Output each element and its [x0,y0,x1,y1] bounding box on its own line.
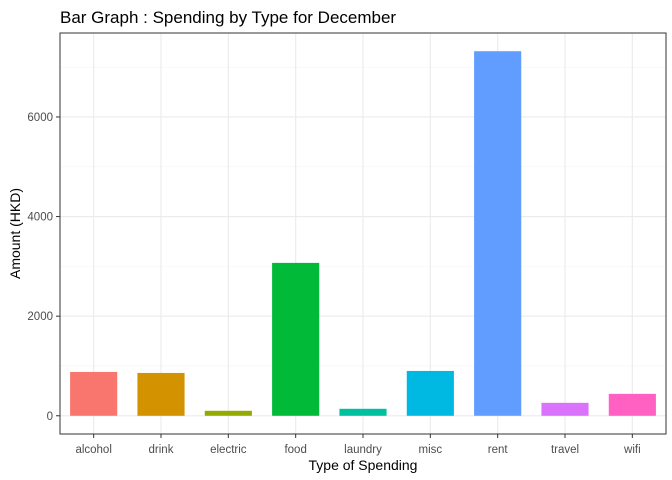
x-axis: alcohol drink electric food laundry misc rent t… [75,434,641,456]
y-axis-title: Amount (HKD) [7,188,23,279]
bar-misc [406,370,454,416]
bar-laundry [339,408,387,416]
x-tick-label: wifi [623,444,641,456]
bar-food [272,262,320,416]
x-tick-label: misc [419,444,443,456]
bar-alcohol [70,371,118,416]
bar-travel [541,402,589,416]
x-tick-label: laundry [344,444,382,456]
x-axis-title: Type of Spending [309,457,418,473]
y-axis: 0 2000 4000 6000 [27,112,60,423]
y-tick-label: 0 [47,411,53,423]
y-tick-label: 4000 [27,212,53,224]
y-tick-label: 6000 [27,112,53,124]
grid-lines [60,33,666,434]
bar-wifi [608,393,656,416]
bar-drink [137,372,185,416]
x-tick-label: food [284,444,306,456]
y-tick-label: 2000 [27,311,53,323]
bar-electric [204,410,252,416]
x-tick-label: rent [488,444,509,456]
x-tick-label: travel [551,444,579,456]
x-tick-label: alcohol [75,444,111,456]
x-tick-label: drink [149,444,174,456]
chart-title: Bar Graph : Spending by Type for Decembe… [60,8,396,27]
bar-rent [474,51,522,416]
bars [70,51,656,416]
x-tick-label: electric [210,444,247,456]
